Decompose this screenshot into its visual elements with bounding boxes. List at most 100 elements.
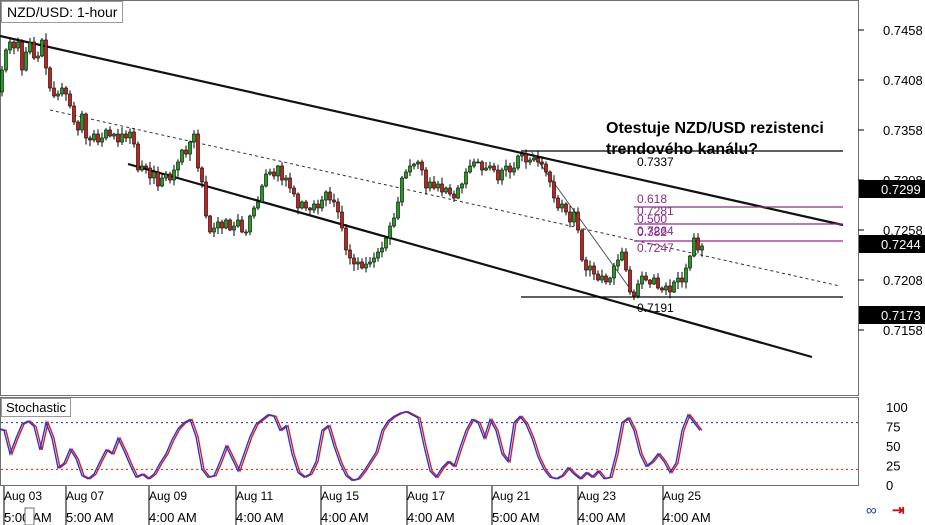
candle-up: [636, 283, 640, 297]
candle-up: [264, 173, 268, 187]
candle-down: [644, 275, 648, 281]
fib-level-label: 0.7247: [637, 241, 674, 255]
candle-up: [600, 275, 604, 281]
candle-down: [84, 113, 88, 139]
candle-down: [576, 211, 580, 231]
candle-down: [156, 171, 160, 187]
candle-up: [80, 113, 84, 131]
time-label-time: 4:00 AM: [578, 510, 626, 525]
candle-up: [460, 183, 464, 189]
price-tick-label: 0.7408: [883, 73, 923, 88]
candle-down: [556, 197, 560, 209]
candle-up: [516, 155, 520, 169]
candle-up: [188, 141, 192, 155]
candle-up: [612, 265, 616, 279]
fib-high-label: 0.7337: [637, 155, 674, 169]
candle-down: [340, 211, 344, 229]
candle-down: [68, 93, 72, 107]
candle-down: [568, 211, 572, 223]
candle-down: [96, 133, 100, 143]
candle-up: [444, 187, 448, 193]
price-tick-label: 0.7208: [883, 273, 923, 288]
fib-level-label: 0.618: [637, 192, 667, 206]
candle-down: [304, 201, 308, 209]
candle-up: [120, 133, 124, 143]
trend-channel: [0, 34, 844, 359]
stochastic-signal-line: [0, 410, 703, 482]
time-label-day: Aug 07: [66, 489, 104, 503]
candle-down: [52, 87, 56, 97]
candle-down: [632, 291, 636, 297]
candle-up: [112, 133, 116, 137]
candle-down: [424, 169, 428, 189]
candle-down: [696, 237, 700, 251]
candle-down: [168, 173, 172, 181]
candle-up: [176, 161, 180, 171]
candle-up: [484, 167, 488, 171]
time-label-time: 5:00 AM: [66, 510, 114, 525]
candle-down: [624, 251, 628, 271]
candle-down: [132, 131, 136, 145]
candle-down: [492, 165, 496, 171]
candle-down: [480, 161, 484, 171]
candle-up: [396, 201, 400, 219]
candle-up: [172, 169, 176, 181]
candle-up: [8, 41, 12, 51]
candle-up: [388, 225, 392, 239]
candle-up: [260, 185, 264, 203]
candle-up: [640, 275, 644, 285]
candle-up: [488, 165, 492, 169]
candle-down: [48, 67, 52, 89]
candle-up: [476, 161, 480, 164]
price-tag-label: 0.7299: [881, 182, 921, 197]
scroll-to-end-icon[interactable]: ⇥: [892, 502, 905, 519]
candle-up: [248, 215, 252, 233]
annotation-line-1: Otestuje NZD/USD rezistenci: [606, 120, 824, 137]
candle-down: [272, 171, 276, 177]
candle-down: [328, 191, 332, 201]
candle-down: [508, 165, 512, 173]
candle-up: [192, 133, 196, 143]
candle-down: [108, 129, 112, 137]
candle-down: [680, 277, 684, 283]
price-axis: 0.74580.74080.73580.73080.72580.72080.71…: [858, 23, 923, 338]
price-tick-label: 0.7458: [883, 23, 923, 38]
link-charts-icon[interactable]: ∞: [866, 502, 877, 519]
candle-up: [36, 55, 40, 59]
candle-up: [320, 199, 324, 209]
time-axis[interactable]: Aug 03 5:00 AM Aug 07 5:00 AM Aug 09 4:00 AM A…: [3, 486, 711, 525]
candle-down: [628, 269, 632, 293]
candle-up: [620, 251, 624, 261]
time-scroll-handle: [24, 507, 35, 525]
candle-up: [60, 87, 64, 95]
candle-down: [280, 165, 284, 181]
candle-up: [92, 133, 96, 141]
candle-down: [348, 249, 352, 259]
candle-up: [528, 159, 532, 163]
time-label-time: 4:00 AM: [236, 510, 284, 525]
candle-up: [152, 171, 156, 179]
candle-up: [28, 41, 32, 53]
candle-down: [580, 229, 584, 261]
candle-up: [268, 171, 272, 175]
stochastic-oscillator: [0, 410, 858, 482]
candle-up: [376, 251, 380, 259]
candle-down: [336, 201, 340, 213]
stochastic-k-line: [0, 410, 701, 482]
candle-down: [184, 149, 188, 155]
candle-up: [412, 163, 416, 167]
time-label-day: Aug 09: [149, 489, 187, 503]
candle-down: [76, 121, 80, 131]
candle-up: [368, 261, 372, 265]
candle-down: [88, 137, 92, 141]
chart-title: NZD/USD: 1-hour: [1, 1, 124, 23]
candle-up: [212, 227, 216, 233]
candle-up: [392, 217, 396, 227]
candle-up: [56, 93, 60, 97]
candle-down: [668, 285, 672, 293]
candle-up: [40, 39, 44, 57]
stochastic-tick-label: 0: [886, 478, 893, 493]
candle-up: [436, 183, 440, 189]
fib-level-label: 0.382: [637, 225, 667, 239]
